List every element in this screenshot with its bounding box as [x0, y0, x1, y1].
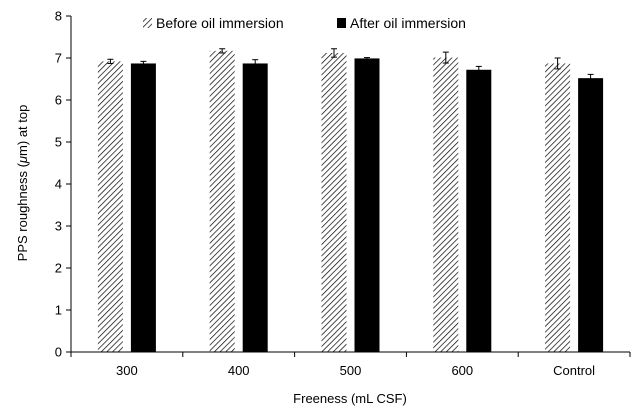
- y-tick-label: 8: [55, 9, 62, 24]
- error-bar: [107, 58, 114, 64]
- legend: Before oil immersion After oil immersion: [143, 15, 466, 31]
- y-tick-label: 1: [55, 303, 62, 318]
- x-tick-label: 500: [340, 363, 362, 378]
- bar-after-400: [242, 63, 268, 353]
- error-bar: [587, 73, 594, 83]
- y-tick-label: 6: [55, 93, 62, 108]
- error-bar: [219, 48, 226, 54]
- x-tick-label: 600: [451, 363, 473, 378]
- error-bar: [475, 65, 482, 74]
- x-tick-label: Control: [553, 363, 595, 378]
- y-tick-label: 2: [55, 261, 62, 276]
- y-axis-ticks: 0 1 2 3 4 5 6 7 8: [55, 9, 71, 360]
- y-tick-label: 7: [55, 51, 62, 66]
- bar-after-control: [578, 78, 604, 352]
- y-tick-label: 0: [55, 345, 62, 360]
- bar-after-500: [354, 58, 380, 353]
- error-bar: [442, 51, 449, 64]
- bar-after-600: [466, 69, 492, 352]
- legend-label-before: Before oil immersion: [156, 15, 284, 31]
- y-axis-title: PPS roughness (μm) at top: [15, 105, 30, 262]
- legend-swatch-before: [143, 18, 152, 28]
- bar-before-400: [209, 50, 235, 353]
- bar-before-500: [321, 52, 347, 353]
- y-tick-label: 5: [55, 135, 62, 150]
- bar-after-300: [130, 63, 156, 353]
- y-tick-label: 3: [55, 219, 62, 234]
- error-bar: [364, 57, 370, 60]
- y-tick-label: 4: [55, 177, 62, 192]
- legend-label-after: After oil immersion: [350, 15, 466, 31]
- bar-before-control: [545, 63, 571, 353]
- error-bar: [252, 59, 259, 68]
- error-bar: [140, 60, 147, 67]
- error-bar: [554, 57, 561, 70]
- bar-before-300: [97, 61, 123, 353]
- error-bar: [331, 48, 337, 58]
- bar-before-600: [433, 57, 459, 353]
- x-axis-ticks: 300 400 500 600 Control: [70, 352, 631, 378]
- x-tick-label: 300: [116, 363, 138, 378]
- x-tick-label: 400: [228, 363, 250, 378]
- x-axis-title: Freeness (mL CSF): [293, 391, 407, 406]
- error-bars: [107, 48, 594, 83]
- legend-swatch-after: [337, 18, 346, 28]
- bars: [97, 50, 604, 353]
